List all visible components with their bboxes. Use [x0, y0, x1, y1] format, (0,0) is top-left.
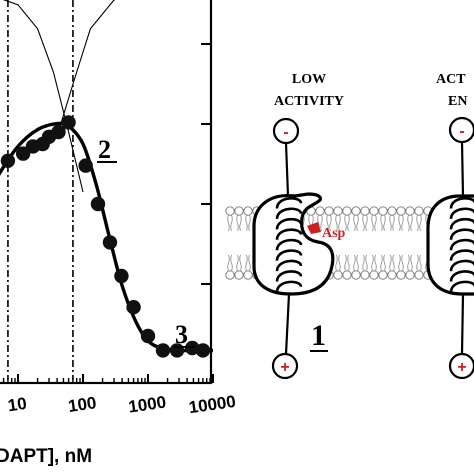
helix-turn — [275, 249, 303, 261]
upper-tail-right — [460, 141, 465, 197]
x-axis-label: DAPT], nM — [0, 446, 92, 467]
helix-turn — [449, 259, 474, 272]
lipid-upper — [396, 206, 406, 232]
thin-curves — [2, 0, 116, 193]
data-point-14 — [114, 268, 129, 284]
helix-turn — [449, 238, 474, 251]
x-tick-label-2: 1000 — [127, 393, 167, 417]
active-title-line2: EN — [448, 94, 467, 109]
lipid-upper — [378, 206, 388, 232]
annotation-2: 2 — [98, 135, 111, 164]
mechanism-diagram: LOW ACTIVITY ACT EN - Asp + 1 - — [225, 72, 474, 380]
data-point-15 — [126, 300, 141, 315]
lipid-lower — [243, 254, 253, 280]
helix-turn — [449, 270, 474, 282]
lipid-lower — [360, 254, 370, 280]
dashed-lines — [7, 0, 74, 380]
lipid-lower — [342, 254, 352, 280]
lipid-lower — [225, 254, 235, 280]
helix-turn — [449, 228, 474, 241]
helix-turn — [275, 270, 303, 282]
lipid-upper — [234, 206, 244, 232]
lipid-upper — [387, 206, 397, 232]
data-point-16 — [140, 328, 156, 344]
data-point-4 — [0, 153, 16, 168]
lipid-lower — [414, 254, 424, 280]
lipid-upper — [243, 206, 253, 232]
lower-tail-right — [460, 293, 465, 355]
protein-low-activity: - Asp + 1 — [252, 117, 346, 380]
x-tick-label-1: 100 — [67, 393, 98, 416]
helix-turn — [275, 197, 303, 209]
lipid-upper — [360, 206, 370, 232]
data-point-10 — [61, 115, 76, 130]
helix-turn — [449, 218, 474, 230]
helix-turn — [275, 218, 303, 230]
plus-symbol-bottom: + — [280, 359, 289, 376]
helix-turn — [449, 249, 474, 261]
plus-charge-bottom-right — [448, 352, 474, 380]
helix-turn — [275, 259, 303, 272]
thin-curve-increasing — [59, 0, 116, 125]
data-point-20 — [195, 343, 211, 358]
asp-sidechain — [307, 222, 321, 234]
thin-curve-decreasing — [2, 0, 84, 193]
data-point-11 — [78, 158, 93, 173]
lipid-lower — [234, 254, 244, 280]
x-axis-tick-labels: 10 100 1000 10000 — [7, 392, 237, 417]
lipid-upper — [369, 206, 379, 232]
lipid-upper — [225, 206, 235, 232]
data-point-13 — [102, 235, 118, 250]
plus-charge-bottom — [271, 352, 299, 380]
helix-turn — [275, 228, 303, 241]
helix-turn — [449, 207, 474, 220]
helix-turn — [275, 280, 303, 293]
chart: 10 100 1000 10000 2 3 DAPT], nM — [0, 0, 237, 467]
helix-turn — [449, 197, 474, 209]
lipid-lower — [351, 254, 361, 280]
annotation-3: 3 — [175, 320, 188, 349]
protein-active: - + — [426, 116, 474, 380]
data-point-17 — [155, 343, 171, 358]
x-tick-label-0: 10 — [7, 394, 28, 415]
minus-symbol-top-right: - — [459, 123, 464, 140]
y-axis-ticks — [201, 43, 211, 285]
asp-label: Asp — [322, 226, 346, 241]
x-tick-label-3: 10000 — [188, 392, 237, 417]
lipid-lower — [369, 254, 379, 280]
lipid-lower — [405, 254, 415, 280]
protein-body-outline — [252, 192, 335, 296]
lipid-upper — [405, 206, 415, 232]
data-point-9 — [51, 124, 66, 140]
minus-symbol-top: - — [283, 124, 288, 141]
helix-turn — [449, 280, 474, 293]
plot-frame — [0, 0, 213, 385]
lipid-lower — [378, 254, 388, 280]
helix-turn — [275, 238, 303, 251]
lipid-lower — [333, 254, 343, 280]
x-axis-ticks — [2, 374, 214, 383]
state-label-1: 1 — [311, 319, 326, 352]
upper-tail — [284, 142, 290, 197]
low-activity-title-line1: LOW — [292, 72, 326, 87]
lipid-lower — [396, 254, 406, 280]
lipid-lower — [387, 254, 397, 280]
lipid-upper — [414, 206, 424, 232]
helix-turn — [275, 207, 303, 220]
helix-coil — [275, 197, 303, 293]
data-point-12 — [90, 196, 106, 212]
low-activity-title-line2: ACTIVITY — [274, 94, 344, 109]
plus-symbol-bottom-right: + — [457, 359, 466, 376]
helix-coil-right — [449, 197, 474, 293]
active-title-line1: ACT — [436, 72, 466, 87]
lower-tail — [284, 293, 291, 355]
lipid-upper — [351, 206, 361, 232]
